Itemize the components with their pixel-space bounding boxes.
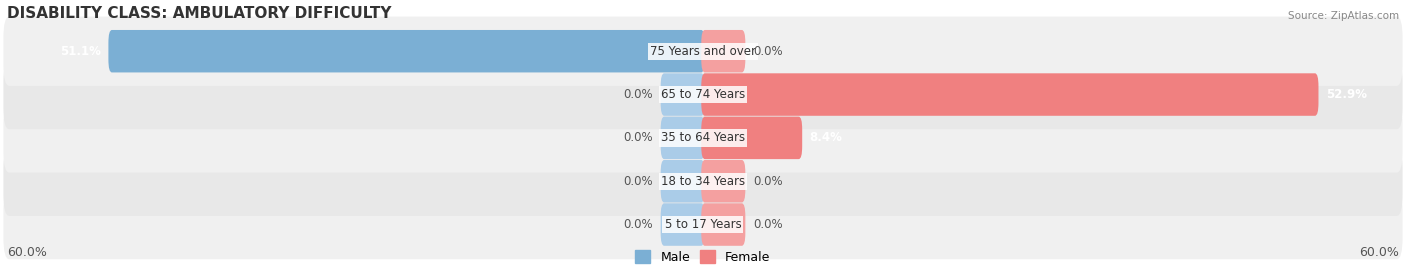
FancyBboxPatch shape [3,190,1403,259]
Text: 0.0%: 0.0% [752,175,783,188]
FancyBboxPatch shape [108,30,704,72]
Text: 0.0%: 0.0% [623,175,654,188]
Text: 8.4%: 8.4% [810,131,842,144]
FancyBboxPatch shape [661,160,704,203]
Text: Source: ZipAtlas.com: Source: ZipAtlas.com [1288,11,1399,21]
Text: DISABILITY CLASS: AMBULATORY DIFFICULTY: DISABILITY CLASS: AMBULATORY DIFFICULTY [7,6,391,21]
FancyBboxPatch shape [702,203,745,246]
FancyBboxPatch shape [702,73,1319,116]
FancyBboxPatch shape [3,103,1403,172]
FancyBboxPatch shape [702,160,745,203]
Legend: Male, Female: Male, Female [630,245,776,268]
FancyBboxPatch shape [3,147,1403,216]
Text: 60.0%: 60.0% [7,246,46,259]
Text: 65 to 74 Years: 65 to 74 Years [661,88,745,101]
Text: 52.9%: 52.9% [1326,88,1367,101]
FancyBboxPatch shape [702,30,745,72]
Text: 75 Years and over: 75 Years and over [650,45,756,58]
FancyBboxPatch shape [3,16,1403,86]
Text: 0.0%: 0.0% [752,45,783,58]
FancyBboxPatch shape [702,117,803,159]
Text: 18 to 34 Years: 18 to 34 Years [661,175,745,188]
FancyBboxPatch shape [661,117,704,159]
Text: 0.0%: 0.0% [752,218,783,231]
Text: 0.0%: 0.0% [623,218,654,231]
Text: 60.0%: 60.0% [1360,246,1399,259]
Text: 0.0%: 0.0% [623,131,654,144]
Text: 5 to 17 Years: 5 to 17 Years [665,218,741,231]
FancyBboxPatch shape [661,203,704,246]
Text: 0.0%: 0.0% [623,88,654,101]
FancyBboxPatch shape [661,73,704,116]
Text: 35 to 64 Years: 35 to 64 Years [661,131,745,144]
FancyBboxPatch shape [3,60,1403,129]
Text: 51.1%: 51.1% [60,45,101,58]
